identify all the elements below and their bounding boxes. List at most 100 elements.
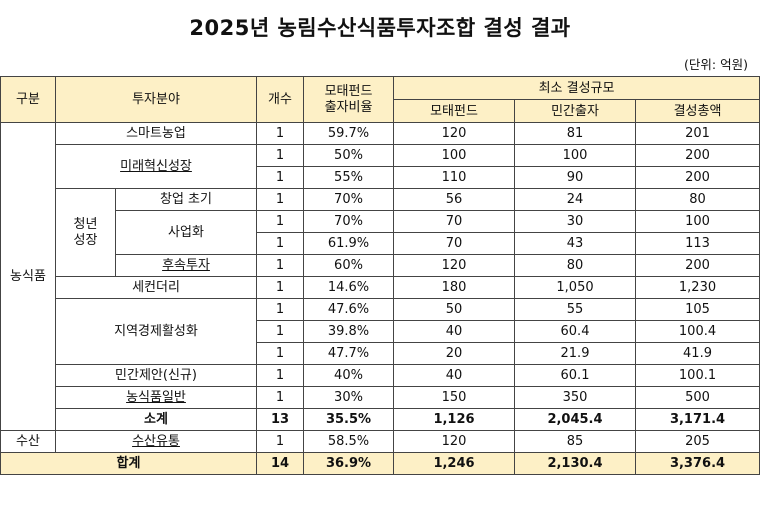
total-cell: 3,376.4 bbox=[634, 452, 760, 475]
table-row: 농식품 스마트농업 1 59.7% 120 81 20 1 bbox=[0, 122, 760, 431]
fund-cell: 70 bbox=[393, 210, 515, 233]
field-cell: 스마트농업 bbox=[55, 122, 257, 145]
fund-cell: 20 bbox=[393, 342, 515, 365]
fund-cell: 100 bbox=[393, 144, 515, 167]
group-youth-line1: 청년 bbox=[73, 216, 98, 232]
header-scale: 최소 결성규모 bbox=[392, 76, 760, 100]
count-cell: 13 bbox=[256, 408, 304, 431]
group-youth-line2: 성장 bbox=[73, 232, 98, 248]
group-fishery: 수산 bbox=[0, 430, 56, 453]
field-cell: 세컨더리 bbox=[55, 276, 257, 299]
count-cell: 1 bbox=[256, 122, 304, 145]
field-cell: 민간제안(신규) bbox=[55, 364, 257, 387]
field-cell: 미래혁신성장 bbox=[55, 144, 257, 189]
fund-cell: 150 bbox=[393, 386, 515, 409]
total-cell: 500 bbox=[634, 386, 760, 409]
count-cell: 1 bbox=[256, 276, 304, 299]
total-cell: 100.4 bbox=[634, 320, 760, 343]
group-agri: 농식품 bbox=[0, 122, 56, 431]
table-row: 미래혁신성장 1 50% 100 100 200 bbox=[1, 144, 760, 189]
total-cell: 200 bbox=[634, 144, 760, 167]
fund-cell: 120 bbox=[393, 430, 515, 453]
private-cell: 350 bbox=[514, 386, 636, 409]
fund-cell: 120 bbox=[393, 122, 515, 145]
fund-cell: 40 bbox=[393, 320, 515, 343]
ratio-cell: 35.5% bbox=[303, 408, 394, 431]
fund-cell: 56 bbox=[393, 188, 515, 211]
ratio-cell: 60% bbox=[303, 254, 394, 277]
count-cell: 1 bbox=[256, 320, 304, 343]
private-cell: 30 bbox=[514, 210, 636, 233]
header-private: 민간출자 bbox=[514, 99, 636, 123]
ratio-cell: 58.5% bbox=[303, 430, 394, 453]
table-row: 수산 수산유통 1 58.5% 120 85 205 bbox=[0, 430, 760, 453]
unit-label: (단위: 억원) bbox=[684, 57, 748, 72]
private-cell: 24 bbox=[514, 188, 636, 211]
private-cell: 80 bbox=[514, 254, 636, 277]
header-fund: 모태펀드 bbox=[393, 99, 515, 123]
grand-total-row: 합계 14 36.9% 1,246 2,130.4 3,376.4 bbox=[0, 452, 760, 475]
ratio-cell: 70% bbox=[303, 188, 394, 211]
private-cell: 1,050 bbox=[514, 276, 636, 299]
table-row: 민간제안(신규) 1 40% 40 60.1 100.1 bbox=[1, 364, 760, 387]
header-ratio: 모태펀드 출자비율 bbox=[303, 76, 394, 123]
header-category: 구분 bbox=[0, 76, 56, 123]
table-row: 1 39.8% 40 60.4 100.4 bbox=[1, 320, 760, 343]
field-cell: 수산유통 bbox=[55, 430, 257, 453]
count-cell: 1 bbox=[256, 232, 304, 255]
count-cell: 1 bbox=[256, 166, 304, 189]
count-cell: 1 bbox=[256, 386, 304, 409]
ratio-cell: 36.9% bbox=[303, 452, 394, 475]
field-cell: 사업화 bbox=[115, 210, 257, 255]
table-row: 농식품일반 1 30% 150 350 500 bbox=[1, 386, 760, 409]
fund-cell: 1,246 bbox=[393, 452, 515, 475]
table-row: 1 47.7% 20 21.9 41.9 bbox=[1, 342, 760, 365]
count-cell: 1 bbox=[256, 254, 304, 277]
total-cell: 200 bbox=[634, 166, 760, 189]
count-cell: 1 bbox=[256, 210, 304, 233]
count-cell: 1 bbox=[256, 364, 304, 387]
header-ratio-line1: 모태펀드 bbox=[324, 83, 373, 99]
fund-cell: 110 bbox=[393, 166, 515, 189]
total-cell: 80 bbox=[634, 188, 760, 211]
fund-cell: 70 bbox=[393, 232, 515, 255]
total-cell: 41.9 bbox=[634, 342, 760, 365]
total-cell: 200 bbox=[634, 254, 760, 277]
field-cell: 농식품일반 bbox=[55, 386, 257, 409]
private-cell: 2,045.4 bbox=[514, 408, 636, 431]
private-cell: 85 bbox=[514, 430, 636, 453]
count-cell: 1 bbox=[256, 298, 304, 321]
ratio-cell: 40% bbox=[303, 364, 394, 387]
ratio-cell: 30% bbox=[303, 386, 394, 409]
private-cell: 100 bbox=[514, 144, 636, 167]
ratio-cell: 47.7% bbox=[303, 342, 394, 365]
count-cell: 1 bbox=[256, 430, 304, 453]
subtotal-label: 소계 bbox=[55, 408, 257, 431]
investment-results-table: 구분 투자분야 개수 모태펀드 출자비율 최소 결성규모 모태펀드 민간출자 결… bbox=[0, 76, 760, 475]
count-cell: 1 bbox=[256, 188, 304, 211]
private-cell: 55 bbox=[514, 298, 636, 321]
total-cell: 113 bbox=[634, 232, 760, 255]
private-cell: 60.1 bbox=[514, 364, 636, 387]
field-cell: 지역경제활성화 bbox=[55, 298, 257, 365]
fund-cell: 180 bbox=[393, 276, 515, 299]
table-row: 세컨더리 1 14.6% 180 1,050 1,230 bbox=[1, 276, 760, 299]
total-cell: 1,230 bbox=[634, 276, 760, 299]
ratio-cell: 59.7% bbox=[303, 122, 394, 145]
header-field: 투자분야 bbox=[55, 76, 257, 123]
page-title: 2025년 농림수산식품투자조합 결성 결과 bbox=[189, 16, 571, 40]
fund-cell: 1,126 bbox=[393, 408, 515, 431]
ratio-cell: 50% bbox=[303, 144, 394, 167]
ratio-cell: 39.8% bbox=[303, 320, 394, 343]
private-cell: 90 bbox=[514, 166, 636, 189]
group-youth: 청년 성장 bbox=[55, 188, 116, 277]
grand-total-label: 합계 bbox=[0, 452, 257, 475]
fund-cell: 120 bbox=[393, 254, 515, 277]
ratio-cell: 70% bbox=[303, 210, 394, 233]
fund-cell: 50 bbox=[393, 298, 515, 321]
private-cell: 43 bbox=[514, 232, 636, 255]
private-cell: 81 bbox=[514, 122, 636, 145]
total-cell: 3,171.4 bbox=[634, 408, 760, 431]
ratio-cell: 47.6% bbox=[303, 298, 394, 321]
field-cell: 창업 초기 bbox=[115, 188, 257, 211]
